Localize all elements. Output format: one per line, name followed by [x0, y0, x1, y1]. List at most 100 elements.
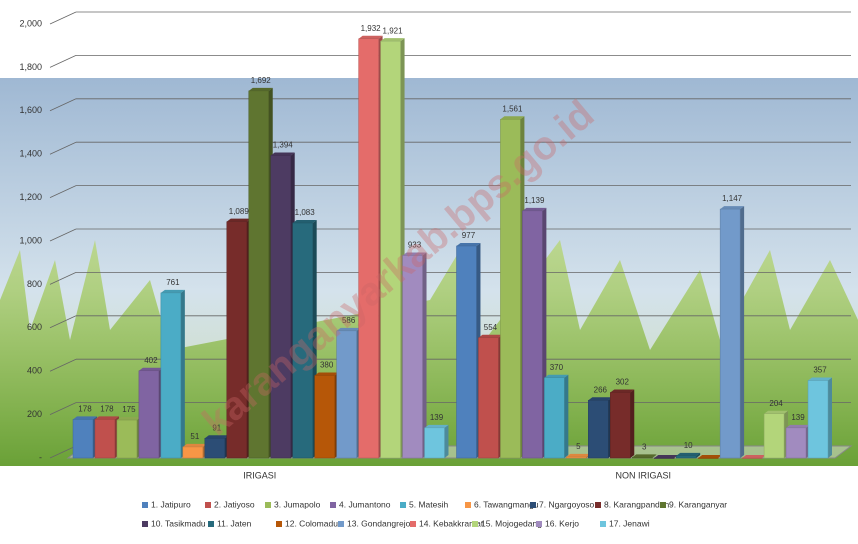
data-label: 370: [550, 363, 564, 372]
y-tick-label: 1,000: [19, 235, 42, 245]
data-label: 10: [684, 441, 693, 450]
bar-top: [522, 207, 547, 211]
bar: [160, 292, 182, 459]
bar: [116, 419, 138, 459]
bar: [204, 438, 226, 459]
data-label: 1,147: [722, 194, 743, 203]
bar: [94, 419, 116, 459]
bar-top: [698, 455, 723, 458]
data-label: 586: [342, 316, 356, 325]
bar-top: [676, 452, 701, 456]
legend-swatch: [410, 521, 416, 527]
data-label: 204: [769, 399, 783, 408]
grid-diag: [49, 141, 77, 155]
bar-top: [358, 35, 383, 39]
bar: [632, 457, 653, 459]
bar: [402, 255, 423, 459]
bar-top: [380, 38, 405, 42]
data-label: 1,692: [251, 76, 272, 85]
bar-top: [160, 289, 185, 293]
bar-top: [248, 87, 273, 91]
legend-label: 4. Jumantono: [339, 499, 391, 509]
bar-top: [654, 455, 679, 458]
bar: [653, 457, 675, 459]
data-label: 1,083: [295, 208, 316, 217]
legend-swatch: [265, 502, 271, 508]
data-label: 302: [616, 378, 630, 387]
bar: [807, 380, 829, 459]
legend-label: 1. Jatipuro: [151, 499, 191, 509]
bar-top: [226, 218, 251, 222]
y-tick-label: 1,200: [19, 192, 42, 202]
legend-swatch: [465, 502, 471, 508]
data-label: 139: [430, 413, 444, 422]
legend-label: 9. Karanganyar: [669, 499, 727, 509]
bar-top: [314, 372, 339, 376]
data-label: 91: [212, 423, 221, 432]
y-tick-label: 1,600: [19, 105, 42, 115]
bar-top: [456, 242, 481, 246]
legend-label: 14. Kebakkramat: [419, 518, 484, 528]
bar-top: [786, 424, 811, 428]
bar: [380, 40, 401, 459]
bar: [226, 221, 248, 459]
legend-swatch: [400, 502, 406, 508]
bar: [182, 446, 204, 459]
bar-top: [588, 397, 613, 401]
bar-top: [742, 455, 767, 458]
bar-top: [402, 252, 427, 256]
legend-swatch: [530, 502, 536, 508]
legend-swatch: [330, 502, 336, 508]
legend-swatch: [142, 502, 148, 508]
bar: [785, 427, 807, 459]
bar-side: [740, 206, 745, 458]
bar: [566, 456, 587, 459]
y-tick-label: 1,400: [19, 149, 42, 159]
legend-swatch: [205, 502, 211, 508]
data-label: 1,932: [361, 24, 382, 33]
legend-label: 2. Jatiyoso: [214, 499, 255, 509]
bar: [138, 370, 160, 459]
data-label: 3: [642, 442, 647, 451]
legend-label: 8. Karangpandan: [604, 499, 669, 509]
legend-swatch: [660, 502, 666, 508]
bar: [763, 413, 785, 459]
data-label: 402: [144, 356, 158, 365]
bar-side: [180, 289, 185, 458]
y-tick-label: 800: [27, 279, 42, 289]
legend-label: 15. Mojogedang: [481, 518, 542, 528]
grid-diag: [49, 315, 77, 329]
data-label: 1,139: [524, 196, 545, 205]
bar-top: [764, 410, 789, 414]
bar: [72, 419, 94, 459]
bar-side: [652, 454, 657, 458]
legend-swatch: [595, 502, 601, 508]
data-label: 357: [813, 366, 827, 375]
legend-label: 13. Gondangrejo: [347, 518, 411, 528]
bar-side: [828, 377, 832, 458]
bar: [358, 38, 379, 459]
bar: [610, 392, 631, 459]
bar: [424, 427, 445, 459]
data-label: 178: [100, 404, 114, 413]
grid-diag: [49, 55, 77, 68]
data-label: 5: [576, 442, 581, 451]
bar-top: [566, 453, 591, 457]
data-label: 1,561: [502, 104, 523, 113]
legend-swatch: [142, 521, 148, 527]
grid-diag: [49, 445, 77, 459]
grid-diag: [49, 358, 77, 372]
bar-side: [696, 452, 701, 458]
bar-top: [73, 416, 97, 420]
bar: [741, 457, 763, 459]
data-label: 1,089: [229, 207, 250, 216]
legend-swatch: [600, 521, 606, 527]
x-tick-label: IRIGASI: [243, 470, 276, 480]
bar-top: [478, 334, 503, 338]
y-tick-label: 2,000: [19, 18, 42, 28]
legend-swatch: [472, 521, 478, 527]
bar-top: [610, 389, 635, 393]
grid-diag: [49, 11, 77, 25]
bar-top: [336, 327, 361, 331]
data-label: 977: [462, 231, 476, 240]
